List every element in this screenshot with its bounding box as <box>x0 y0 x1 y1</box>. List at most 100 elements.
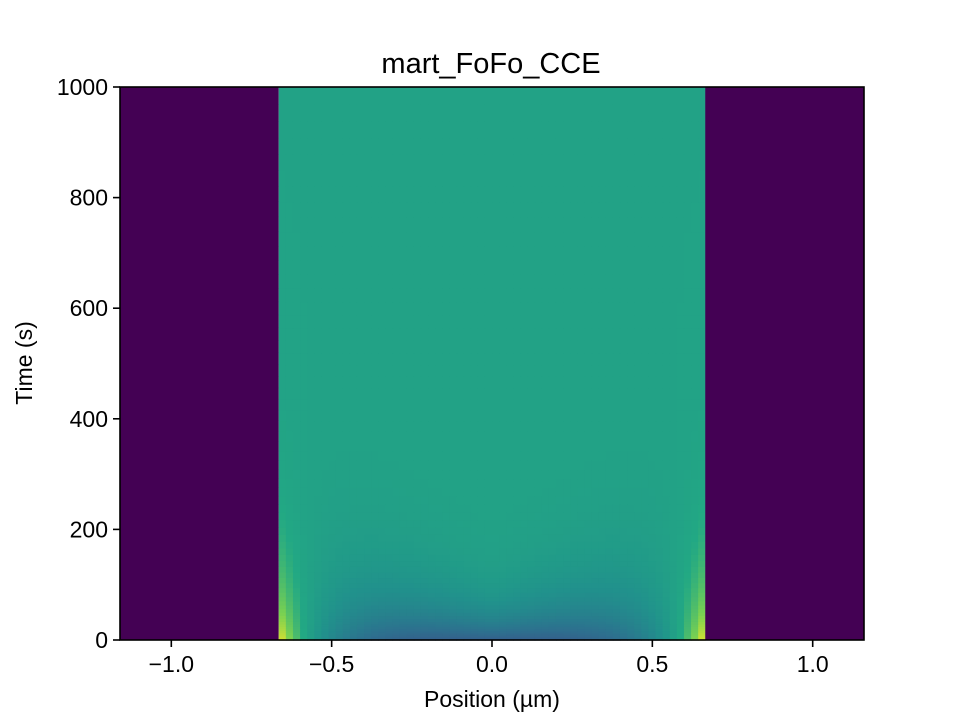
heatmap-cell <box>520 527 529 535</box>
heatmap-cell <box>392 104 401 122</box>
heatmap-cell <box>527 511 536 521</box>
heatmap-cell <box>470 301 479 316</box>
heatmap-cell <box>605 216 614 233</box>
heatmap-cell <box>698 527 706 535</box>
heatmap-cell <box>435 527 443 535</box>
heatmap-cell <box>492 398 500 411</box>
heatmap-cell <box>349 387 358 400</box>
heatmap-cell <box>278 503 287 513</box>
heatmap-cell <box>484 608 493 613</box>
heatmap-cell <box>399 636 408 639</box>
heatmap-cell <box>456 612 465 617</box>
heatmap-cell <box>662 541 671 549</box>
heatmap-cell <box>584 635 593 638</box>
heatmap-cell <box>378 327 386 341</box>
heatmap-cell <box>655 592 664 598</box>
heatmap-cell <box>641 216 649 233</box>
heatmap-cell <box>484 635 493 638</box>
heatmap-cell <box>463 637 472 639</box>
heatmap-cell <box>506 635 514 638</box>
heatmap-cell <box>371 301 379 316</box>
heatmap-cell <box>570 511 578 521</box>
heatmap-cell <box>477 636 486 639</box>
heatmap-cell <box>662 577 671 584</box>
heatmap-cell <box>669 201 678 218</box>
heatmap-cell <box>683 288 692 303</box>
heatmap-cell <box>477 430 486 442</box>
heatmap-cell <box>392 638 401 640</box>
heatmap-cell <box>506 460 514 471</box>
heatmap-cell <box>591 274 600 289</box>
heatmap-cell <box>278 608 287 613</box>
heatmap-cell <box>506 636 514 639</box>
heatmap-cell <box>413 519 422 528</box>
heatmap-cell <box>683 104 692 122</box>
heatmap-cell <box>456 104 465 122</box>
heatmap-cell <box>470 527 479 535</box>
heatmap-cell <box>506 430 514 442</box>
heatmap-cell <box>591 582 600 589</box>
heatmap-cell <box>314 246 322 261</box>
heatmap-cell <box>627 104 635 122</box>
heatmap-cell <box>484 420 493 432</box>
heatmap-cell <box>691 511 699 521</box>
heatmap-cell <box>463 260 472 275</box>
heatmap-cell <box>499 231 507 247</box>
heatmap-cell <box>634 621 642 625</box>
heatmap-cell <box>349 618 358 622</box>
heatmap-cell <box>619 478 628 488</box>
heatmap-cell <box>648 632 657 635</box>
heatmap-cell <box>527 314 536 329</box>
heatmap-cell <box>655 571 664 579</box>
heatmap-cell <box>328 104 337 122</box>
heatmap-cell <box>513 596 522 602</box>
heatmap-cell <box>435 288 443 303</box>
heatmap-cell <box>541 420 550 432</box>
heatmap-cell <box>385 87 394 105</box>
heatmap-cell <box>456 398 465 411</box>
heatmap-cell <box>534 615 543 620</box>
heatmap-cell <box>662 246 671 261</box>
heatmap-cell <box>563 387 571 400</box>
heatmap-cell <box>300 519 308 528</box>
heatmap-cell <box>584 478 593 488</box>
heatmap-cell <box>527 638 536 640</box>
heatmap-cell <box>634 527 642 535</box>
heatmap-cell <box>307 231 315 247</box>
heatmap-cell <box>378 630 386 633</box>
heatmap-cell <box>577 314 586 329</box>
heatmap-cell <box>300 121 308 139</box>
heatmap-cell <box>570 420 578 432</box>
heatmap-cell <box>420 420 429 432</box>
heatmap-cell <box>698 430 706 442</box>
heatmap-cell <box>619 547 628 555</box>
heatmap-cell <box>584 327 593 341</box>
heatmap-cell <box>612 274 621 289</box>
heatmap-cell <box>449 577 458 584</box>
heatmap-cell <box>406 487 415 497</box>
heatmap-cell <box>385 440 394 452</box>
heatmap-cell <box>612 478 621 488</box>
heatmap-cell <box>428 288 436 303</box>
heatmap-cell <box>683 314 692 329</box>
heatmap-cell <box>655 582 664 589</box>
heatmap-cell <box>584 630 593 633</box>
heatmap-cell <box>662 450 671 461</box>
heatmap-cell <box>541 430 550 442</box>
heatmap-cell <box>484 615 493 620</box>
heatmap-cell <box>641 632 649 635</box>
heatmap-cell <box>676 260 685 275</box>
heatmap-cell <box>399 600 408 606</box>
heatmap-cell <box>619 409 628 422</box>
heatmap-cell <box>605 231 614 247</box>
heatmap-cell <box>285 314 294 329</box>
heatmap-cell <box>307 503 315 513</box>
heatmap-cell <box>321 566 330 573</box>
heatmap-cell <box>385 547 394 555</box>
heatmap-cell <box>698 554 706 562</box>
heatmap-cell <box>456 288 465 303</box>
heatmap-cell <box>342 632 351 635</box>
heatmap-cell <box>577 288 586 303</box>
heatmap-cell <box>463 201 472 218</box>
heatmap-cell <box>428 628 436 632</box>
